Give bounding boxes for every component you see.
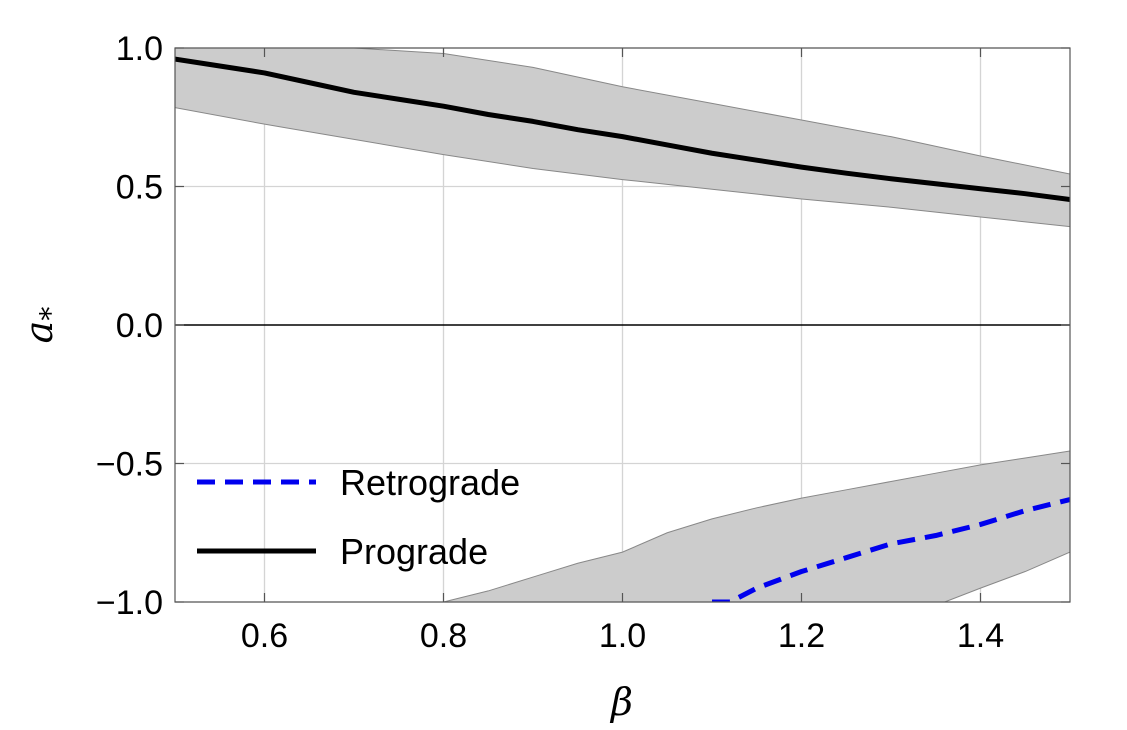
band-retrograde-upper-edge — [443, 450, 1070, 602]
y-tick-label: −0.5 — [96, 446, 163, 484]
legend-label-prograde: Prograde — [340, 531, 488, 572]
x-tick-label: 1.4 — [957, 617, 1004, 655]
legend-label-retrograde: Retrograde — [340, 462, 520, 503]
y-axis-label-subscript: * — [34, 307, 67, 321]
x-tick-label: 0.6 — [241, 617, 288, 655]
legend: Retrograde Prograde — [197, 462, 520, 572]
series-line-retrograde — [712, 497, 1070, 602]
x-tick-label: 1.0 — [599, 617, 646, 655]
band-retrograde-uncertainty — [443, 451, 1070, 602]
series-layer — [175, 56, 1070, 602]
y-tick-label: 1.0 — [116, 30, 163, 68]
y-tick-layer: −1.0 −0.5 0.0 0.5 1.0 — [96, 30, 1070, 622]
y-axis-label: a* — [17, 307, 67, 344]
y-axis-label-main: a — [17, 321, 61, 344]
x-tick-label: 1.2 — [778, 617, 825, 655]
series-line-prograde — [175, 56, 1070, 202]
y-tick-label: −1.0 — [96, 584, 163, 622]
x-tick-label: 0.8 — [420, 617, 467, 655]
x-axis-label: β — [609, 680, 633, 724]
y-tick-label: 0.0 — [116, 307, 163, 345]
x-tick-layer: 0.6 0.8 1.0 1.2 1.4 — [241, 48, 1004, 655]
y-tick-label: 0.5 — [116, 169, 163, 207]
band-retrograde-lower-edge — [944, 551, 1070, 602]
